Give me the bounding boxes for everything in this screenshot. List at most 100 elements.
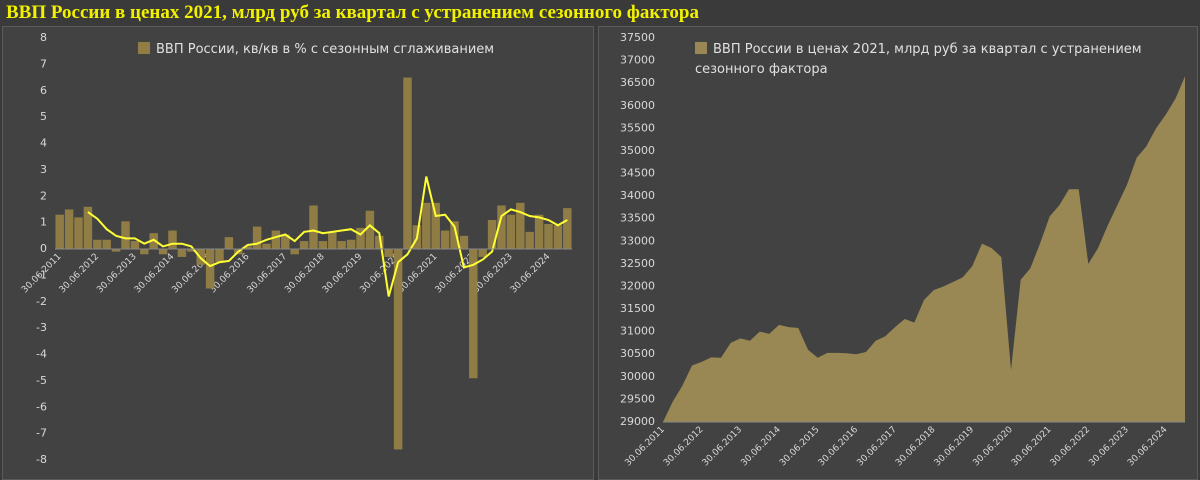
legend: ВВП России, кв/кв в % с сезонным сглажив…: [138, 40, 578, 60]
bar: [149, 233, 158, 249]
bar: [158, 249, 168, 255]
bar: [111, 249, 121, 252]
bar: [318, 241, 328, 249]
x-tick-label: 30.06.2018: [894, 425, 938, 469]
bar: [299, 241, 309, 249]
y-tick-label: -8: [36, 453, 47, 466]
legend-label: ВВП России в ценах 2021, млрд руб за ква…: [695, 42, 1142, 77]
bar: [102, 239, 111, 249]
bar: [487, 219, 497, 249]
x-tick-label: 30.06.2012: [662, 425, 706, 469]
y-tick-label: 34500: [620, 167, 655, 180]
bar: [281, 234, 290, 249]
x-tick-label: 30.06.2024: [509, 252, 553, 296]
bar: [365, 210, 375, 249]
y-tick-label: 1: [40, 216, 47, 229]
bar: [224, 237, 234, 249]
bar: [83, 206, 93, 249]
bar: [431, 202, 440, 249]
bar: [177, 249, 187, 257]
y-tick-label: -6: [36, 400, 47, 413]
bar: [553, 225, 563, 249]
bar: [422, 202, 431, 249]
line: [87, 176, 568, 297]
y-tick-label: -1: [36, 268, 47, 281]
y-tick-label: 0: [40, 242, 47, 255]
x-tick-label: 30.06.2015: [778, 425, 822, 469]
y-tick-label: 33000: [620, 234, 655, 247]
legend: ВВП России в ценах 2021, млрд руб за ква…: [695, 40, 1195, 80]
bar: [205, 249, 215, 289]
legend-label: ВВП России, кв/кв в % с сезонным сглажив…: [156, 42, 495, 57]
x-tick-label: 30.06.2016: [817, 425, 861, 469]
bar: [290, 249, 299, 255]
legend-swatch: [695, 42, 707, 54]
bar: [346, 239, 356, 249]
bar: [450, 221, 459, 249]
bar: [93, 239, 102, 249]
x-tick-label: 30.06.2013: [701, 425, 745, 469]
y-tick-label: 34000: [620, 189, 655, 202]
y-tick-label: 32500: [620, 257, 655, 270]
bar: [393, 249, 403, 450]
y-tick-label: 29500: [620, 392, 655, 405]
y-tick-label: 36500: [620, 76, 655, 89]
x-tick-label: 30.06.2014: [739, 425, 783, 469]
bar: [271, 230, 281, 249]
x-tick-label: 30.06.2023: [1087, 425, 1131, 469]
bar: [337, 241, 346, 249]
bar: [563, 208, 572, 249]
bar: [215, 249, 224, 263]
bar: [168, 230, 177, 249]
bar: [516, 202, 525, 249]
y-tick-label: 7: [40, 57, 47, 70]
legend-swatch: [138, 42, 150, 54]
bar: [187, 249, 196, 252]
x-tick-label: 30.06.2019: [933, 425, 977, 469]
y-tick-label: 5: [40, 110, 47, 123]
bar: [64, 209, 74, 249]
bar: [384, 249, 393, 257]
bar: [544, 223, 553, 249]
bar: [403, 77, 412, 249]
y-tick-label: -4: [36, 348, 47, 361]
bar: [74, 217, 83, 249]
bar: [309, 205, 318, 249]
y-tick-label: 33500: [620, 212, 655, 225]
y-tick-label: -5: [36, 374, 47, 387]
y-tick-label: -7: [36, 427, 47, 440]
y-tick-label: -3: [36, 321, 47, 334]
bar: [130, 241, 140, 249]
x-tick-label: 30.06.2017: [855, 425, 899, 469]
y-tick-label: 35500: [620, 121, 655, 134]
bar: [356, 227, 365, 249]
y-tick-label: 30500: [620, 347, 655, 360]
x-tick-label: 30.06.2022: [1049, 425, 1093, 469]
page-title: ВВП России в ценах 2021, млрд руб за ква…: [6, 2, 699, 23]
bar: [262, 243, 271, 249]
y-tick-label: 31500: [620, 302, 655, 315]
bar: [375, 235, 384, 249]
bar: [506, 214, 516, 249]
bar: [140, 249, 149, 255]
x-tick-label: 30.06.2021: [1010, 425, 1054, 469]
y-tick-label: 37000: [620, 54, 655, 67]
y-tick-label: 31000: [620, 325, 655, 338]
y-tick-label: 35000: [620, 144, 655, 157]
bar: [55, 214, 64, 249]
bar: [243, 246, 252, 249]
y-tick-label: 36000: [620, 99, 655, 112]
y-tick-label: 3: [40, 163, 47, 176]
y-tick-label: 2: [40, 189, 47, 202]
bar: [252, 226, 262, 249]
y-tick-label: 30000: [620, 370, 655, 383]
bar: [534, 214, 544, 249]
bar: [469, 249, 478, 379]
bar: [440, 230, 450, 249]
y-tick-label: 4: [40, 137, 47, 150]
y-tick-label: -2: [36, 295, 47, 308]
x-tick-label: 30.06.2020: [971, 425, 1015, 469]
y-tick-label: 6: [40, 84, 47, 97]
area: [663, 76, 1185, 423]
